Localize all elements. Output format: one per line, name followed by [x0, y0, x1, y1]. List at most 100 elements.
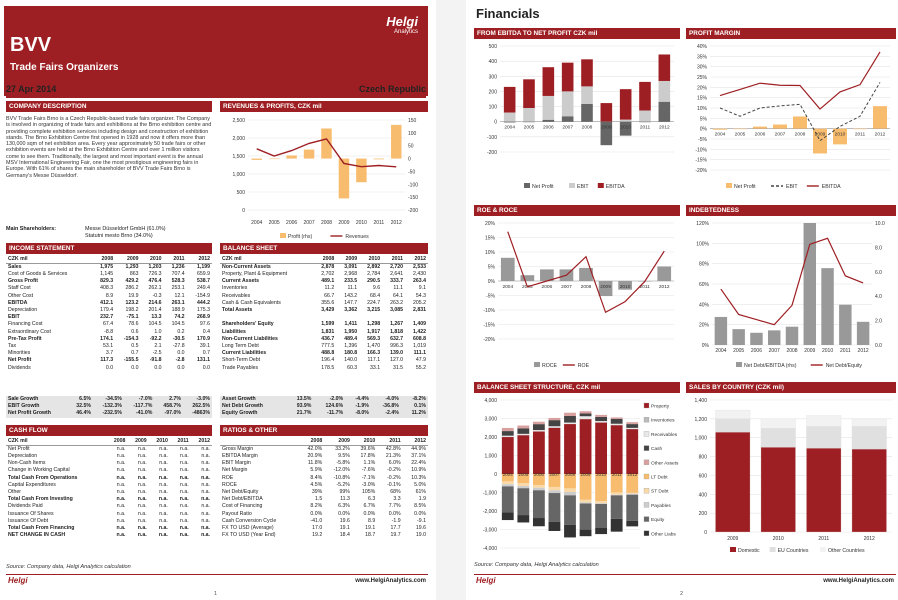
asset-segment [610, 418, 623, 424]
footer-url-2[interactable]: www.HelgiAnalytics.com [823, 578, 894, 584]
table-cell: 78.6 [128, 321, 139, 328]
table-cell: 1,203 [148, 264, 162, 270]
table-row: Issuance Of Debt n.a. n.a. n.a. n.a. n.a. [6, 518, 212, 525]
y2-tick-label: -200 [408, 208, 418, 214]
table-row: Property, Plant & Equipment 2,702 2,968 2,7… [220, 271, 428, 278]
x-tick-label: 2008 [795, 132, 806, 138]
table-cell: 1,917 [367, 328, 381, 335]
ebitda-bar [523, 79, 535, 109]
table-row: Gross Profit 829.3 429.2 476.4 528.3 538.7 [6, 278, 212, 285]
y-tick-label: 0% [488, 279, 496, 285]
table-cell: 117.1 [367, 357, 381, 364]
legend-label: Other Countries [828, 548, 865, 554]
liability-segment [517, 488, 530, 516]
table-cell: 1,409 [413, 321, 426, 328]
liability-segment [610, 495, 623, 519]
page-1: BVV Trade Fairs Organizers Helgi Analytic… [0, 0, 432, 600]
table-row: Long Term Debt 777.5 1,396 1,470 996.3 1,019 [220, 343, 428, 350]
table-row: FX TO USD (Average) 17.0 19.1 19.1 17.7 19.6 [220, 525, 428, 532]
table-cell: -4863% [182, 410, 212, 418]
ratios-table: 2008 2009 2010 2011 2012 Gross Margin 42.0% 33.… [220, 438, 428, 539]
legend-swatch [643, 431, 650, 437]
table-cell: n.a. [116, 524, 126, 531]
table-row: Total Cash From Investing n.a. n.a. n.a. n.a… [6, 496, 212, 503]
table-row: Total Cash From Operations n.a. n.a. n.a. n.… [6, 475, 212, 482]
table-cell: n.a. [137, 489, 147, 496]
asset-segment [564, 412, 576, 416]
net-debt-ebitda-bar [839, 304, 852, 345]
table-cell: 104.5 [171, 321, 185, 328]
table-cell: Sales [8, 264, 22, 270]
table-cell: 33.1 [370, 364, 381, 371]
y-tick-label: 500 [489, 44, 498, 50]
liability-segment [548, 490, 561, 494]
table-header-cell: CZK mil [6, 256, 93, 264]
income-statement-header: INCOME STATEMENT [6, 243, 212, 254]
table-cell: n.a. [137, 474, 147, 481]
table-row: Extraordinary Cost -8.8 0.6 1.0 0.2 0.4 [6, 329, 212, 336]
shareholder-1: Messe Düsseldorf GmbH (61.0%) [85, 226, 166, 232]
table-cell: n.a. [201, 474, 210, 481]
asset-segment [532, 424, 545, 431]
y-tick-label: 1,000 [232, 172, 245, 178]
ebit-bar [542, 95, 555, 120]
x-tick-label: 2008 [565, 472, 576, 477]
profit-bar [338, 158, 350, 199]
ebit-bar [503, 112, 516, 122]
asset-segment [610, 417, 623, 419]
y-tick-label: 200 [699, 511, 708, 517]
x-tick-label: 2012 [391, 220, 402, 226]
y-tick-label: 400 [699, 492, 708, 498]
table-cell: 2,533 [413, 264, 426, 270]
table-cell: -75.1 [126, 314, 139, 321]
table-cell: n.a. [179, 474, 189, 481]
table-cell: Issuance Of Shares [8, 510, 54, 517]
net-margin-bar [833, 128, 847, 145]
source-note-2: Source: Company data, Helgi Analytics ca… [474, 562, 599, 568]
table-cell: NET CHANGE IN CASH [8, 532, 66, 539]
table-cell: 31.5 [392, 364, 404, 371]
table-cell: n.a. [201, 496, 210, 503]
table-cell: 214.6 [148, 299, 162, 306]
legend-label: Revenues [345, 234, 369, 240]
y-tick-label: 600 [699, 473, 708, 479]
table-cell: -132.3% [92, 403, 124, 411]
table-row: Gross Margin 42.0% 33.2% 39.6% 42.8% 44.9% [220, 446, 428, 454]
table-cell: FX TO USD (Year End) [222, 532, 276, 539]
table-row: Net Debt/EBITDA 1.5 11.3 6.3 3.3 1.9 [220, 496, 428, 503]
table-cell: n.a. [137, 460, 147, 467]
y2-tick-label: 6.0 [875, 270, 882, 276]
table-cell: 6.0% [388, 460, 401, 467]
table-cell: n.a. [137, 467, 147, 474]
table-cell: 11.2% [400, 410, 428, 418]
table-cell: 131.1 [197, 357, 210, 364]
x-tick-label: 2011 [818, 536, 829, 542]
table-row: Asset Growth 13.5% -2.0% -4.4% -4.0% -8.2% [220, 396, 428, 404]
table-cell: 0.6 [131, 328, 139, 335]
table-cell: 19.0 [415, 532, 426, 539]
footer-url[interactable]: www.HelgiAnalytics.com [355, 578, 426, 584]
series-line [719, 51, 881, 110]
y-tick-label: 3,000 [484, 417, 497, 423]
source-note: Source: Company data, Helgi Analytics ca… [6, 564, 131, 570]
table-cell: 33.2% [335, 446, 350, 452]
table-cell: 99% [339, 489, 350, 496]
table-cell: n.a. [137, 532, 147, 539]
table-cell: n.a. [137, 503, 147, 510]
table-cell: 205.2 [413, 299, 426, 306]
series-line [720, 237, 864, 326]
x-tick-label: 2009 [581, 472, 592, 477]
table-cell: -0.2% [387, 474, 401, 481]
table-row: Cash Conversion Cycle -41.0 19.6 8.9 -1.9 -9.… [220, 518, 428, 525]
asset-segment [517, 433, 530, 435]
table-row: Current Liabilities 488.8 180.8 166.3 139.0 1… [220, 350, 428, 357]
table-cell: 47.9 [415, 357, 426, 364]
table-cell: 175.3 [197, 307, 210, 314]
x-tick-label: 2009 [600, 284, 611, 290]
liability-segment [501, 486, 514, 513]
table-cell: 2,720 [390, 264, 404, 270]
table-cell: -0.1% [387, 481, 401, 488]
table-cell: Depreciation [8, 307, 38, 314]
table-cell: 19.9 [128, 292, 139, 299]
footer-logo: Helgi [8, 576, 28, 585]
